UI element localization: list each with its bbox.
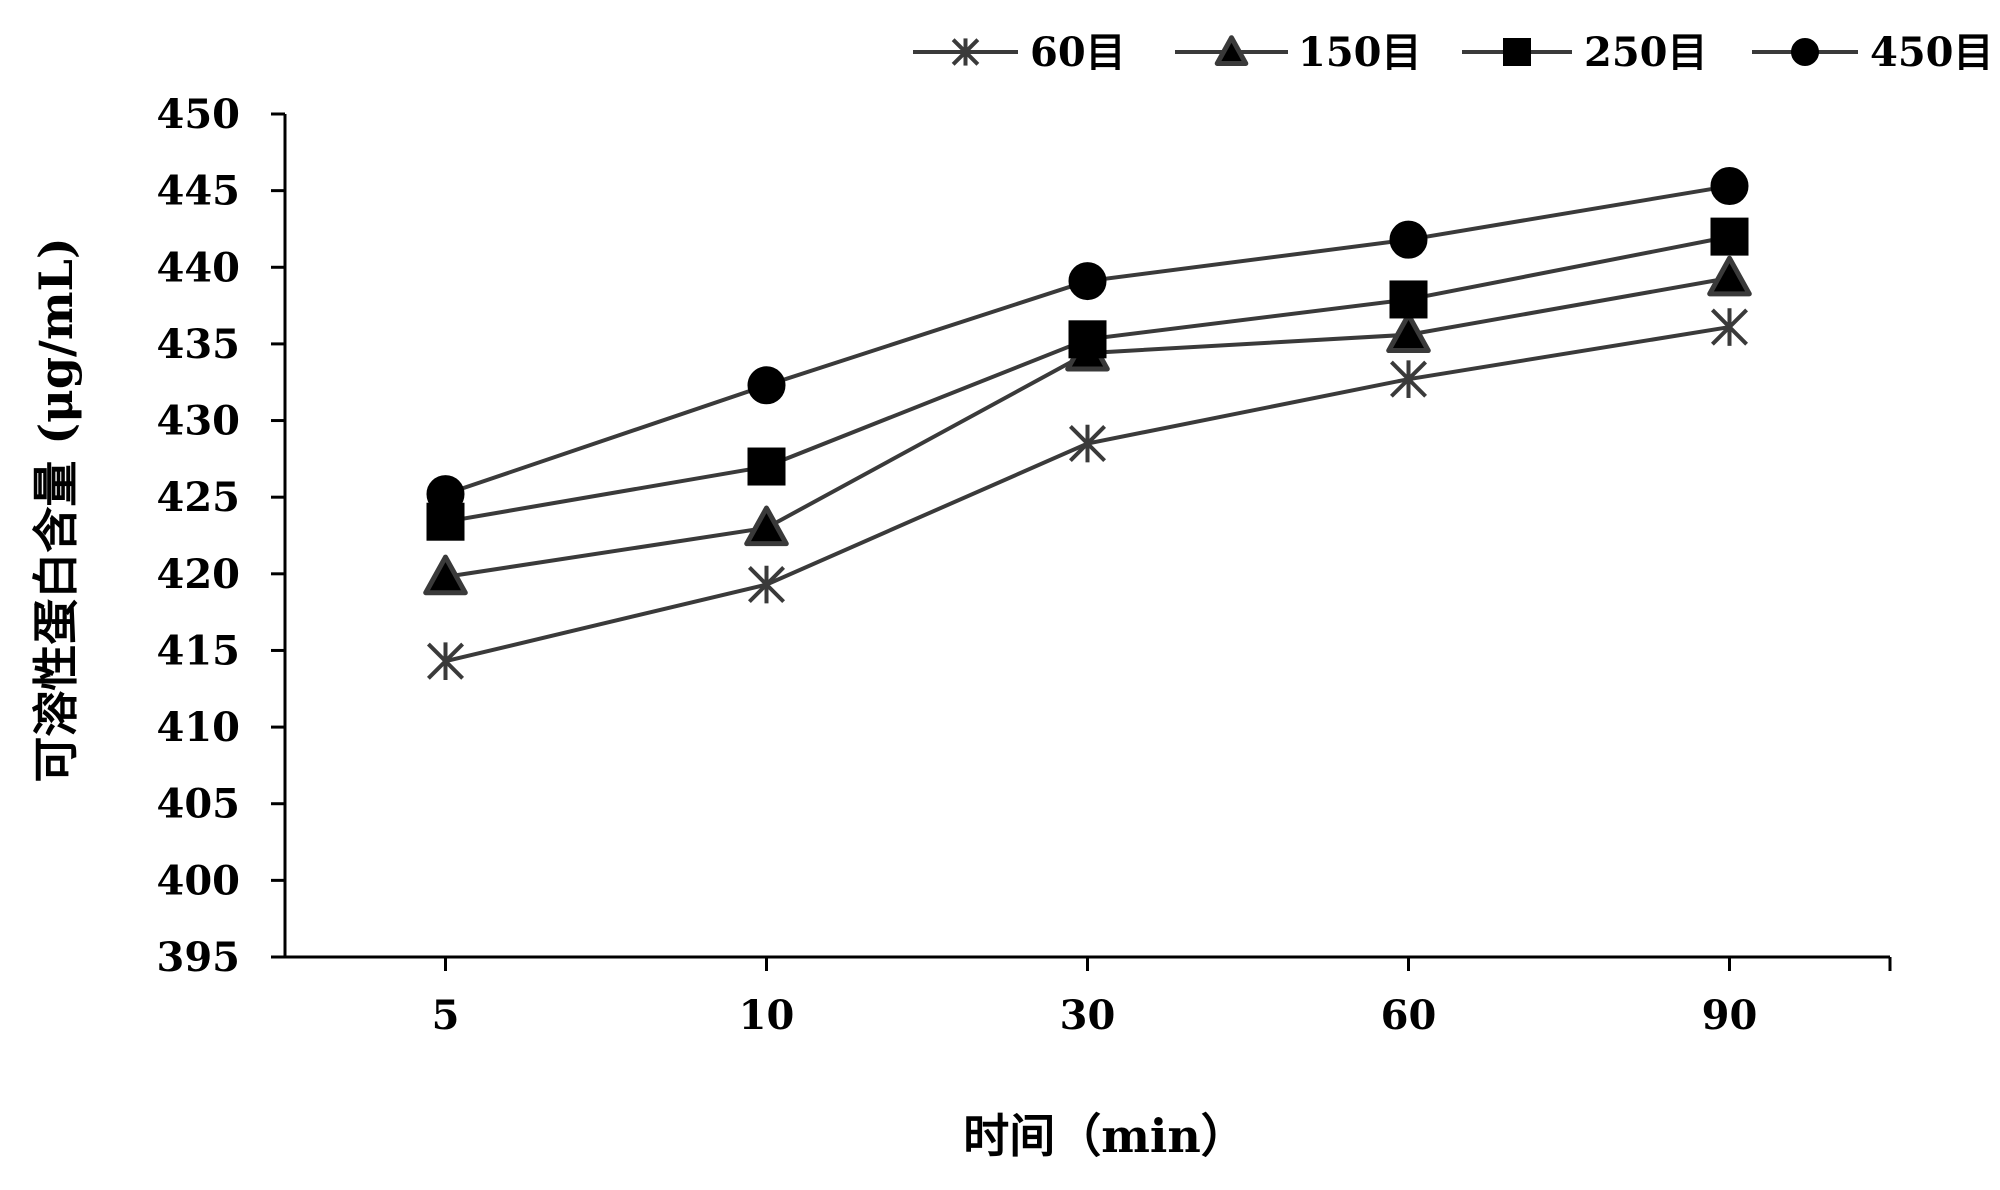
data-point [426, 642, 465, 680]
y-tick-label: 445 [157, 168, 241, 215]
x-tick-label: 5 [432, 992, 460, 1039]
legend-label: 250目 [1584, 29, 1708, 76]
data-point [1710, 217, 1749, 256]
data-point [1389, 220, 1428, 259]
data-point [1386, 312, 1431, 354]
data-point [747, 447, 786, 486]
series-0 [426, 308, 1749, 680]
y-tick-label: 400 [157, 857, 241, 904]
legend-marker [1214, 35, 1249, 66]
x-tick-label: 10 [739, 992, 795, 1039]
data-point [1068, 320, 1107, 359]
y-tick-label: 425 [157, 474, 241, 521]
legend-label: 450目 [1870, 29, 1994, 76]
legend-marker [951, 38, 980, 66]
x-tick-label: 30 [1060, 992, 1116, 1039]
data-point [1710, 167, 1749, 206]
data-point [1707, 255, 1752, 297]
legend-item-3: 450目 [1752, 29, 1994, 76]
legend-marker [1503, 38, 1531, 66]
data-point [744, 505, 789, 547]
series-2 [426, 217, 1749, 541]
y-tick-label: 410 [157, 704, 241, 751]
legend-marker [1791, 38, 1819, 66]
y-tick-label: 415 [157, 627, 241, 674]
series-lines [423, 167, 1752, 680]
legend-item-1: 150目 [1175, 29, 1422, 76]
y-tick-label: 395 [157, 934, 241, 981]
data-point [1068, 262, 1107, 301]
data-point [747, 366, 786, 405]
y-tick-label: 420 [157, 551, 241, 598]
data-point [1710, 308, 1749, 346]
legend-label: 60目 [1030, 29, 1126, 76]
y-axis-title: 可溶性蛋白含量 (μg/mL) [29, 237, 83, 782]
data-point [1068, 424, 1107, 463]
y-tick-label: 435 [157, 321, 241, 368]
data-point [423, 554, 468, 596]
x-tick-label: 90 [1702, 992, 1758, 1039]
y-tick-label: 430 [157, 398, 241, 445]
y-tick-label: 450 [157, 91, 241, 138]
data-point [426, 475, 465, 514]
axes: 395 400 405 410 415 420 425 430 435 440 445 450 5 10 3… [157, 91, 1892, 1039]
x-axis-title: 时间（min） [963, 1109, 1247, 1163]
legend: 60目 150目 250目 450目 [913, 29, 1994, 76]
series-line [445, 325, 1730, 664]
series-3 [426, 167, 1749, 514]
legend-item-2: 250目 [1462, 29, 1708, 76]
y-tick-label: 405 [157, 781, 241, 828]
data-point [747, 565, 786, 604]
data-point [1389, 280, 1428, 319]
legend-item-0: 60目 [913, 29, 1126, 76]
y-tick-label: 440 [157, 244, 241, 291]
legend-label: 150目 [1298, 29, 1422, 76]
data-point [1389, 360, 1428, 398]
x-tick-label: 60 [1381, 992, 1437, 1039]
